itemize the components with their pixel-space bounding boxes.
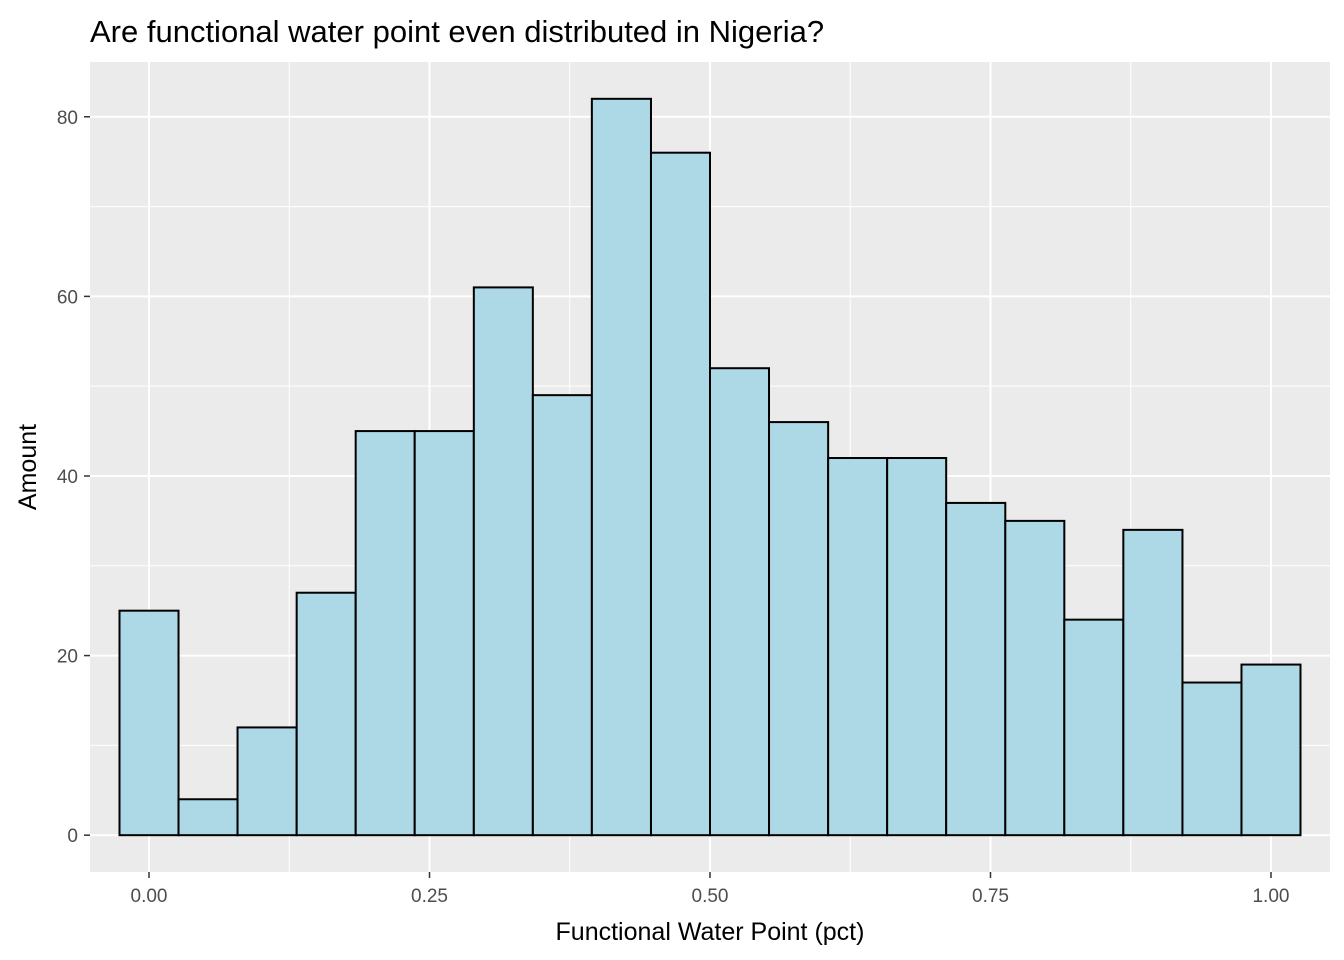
x-tick-label: 0.50 (692, 886, 729, 907)
histogram-bar-7 (472, 286, 534, 837)
histogram-bar-4 (295, 591, 357, 837)
histogram-bar-10 (649, 151, 711, 837)
histogram-bar-16 (1004, 519, 1066, 837)
y-tick-label: 0 (67, 826, 78, 847)
x-axis-title: Functional Water Point (pct) (556, 918, 865, 946)
y-axis: 0 20 40 60 80 (57, 108, 90, 847)
histogram-bars (118, 97, 1302, 837)
y-tick-label: 80 (57, 108, 78, 129)
histogram-bar-1 (118, 609, 180, 837)
histogram-bar-17 (1063, 618, 1125, 837)
x-tick-label: 1.00 (1252, 886, 1289, 907)
histogram-bar-18 (1122, 528, 1184, 837)
x-tick-label: 0.00 (131, 886, 168, 907)
histogram-bar-12 (768, 421, 830, 837)
histogram-bar-9 (590, 97, 652, 837)
histogram-bar-13 (827, 457, 889, 837)
x-axis: 0.00 0.25 0.50 0.75 1.00 (131, 872, 1289, 907)
histogram-bar-14 (886, 457, 948, 837)
chart-title: Are functional water point even distribu… (90, 14, 824, 49)
histogram-bar-20 (1240, 663, 1302, 837)
y-tick-label: 60 (57, 287, 78, 308)
histogram-bar-6 (413, 430, 475, 837)
histogram-bar-2 (177, 798, 239, 837)
histogram-bar-15 (945, 501, 1007, 837)
x-tick-label: 0.75 (972, 886, 1009, 907)
histogram-bar-5 (354, 430, 416, 837)
histogram-bar-3 (236, 726, 298, 837)
histogram-bar-11 (709, 367, 771, 837)
y-tick-label: 20 (57, 647, 78, 668)
y-tick-label: 40 (57, 467, 78, 488)
histogram-bar-19 (1181, 681, 1243, 837)
histogram-bar-8 (531, 394, 593, 837)
x-tick-label: 0.25 (411, 886, 448, 907)
y-axis-title: Amount (14, 424, 42, 510)
